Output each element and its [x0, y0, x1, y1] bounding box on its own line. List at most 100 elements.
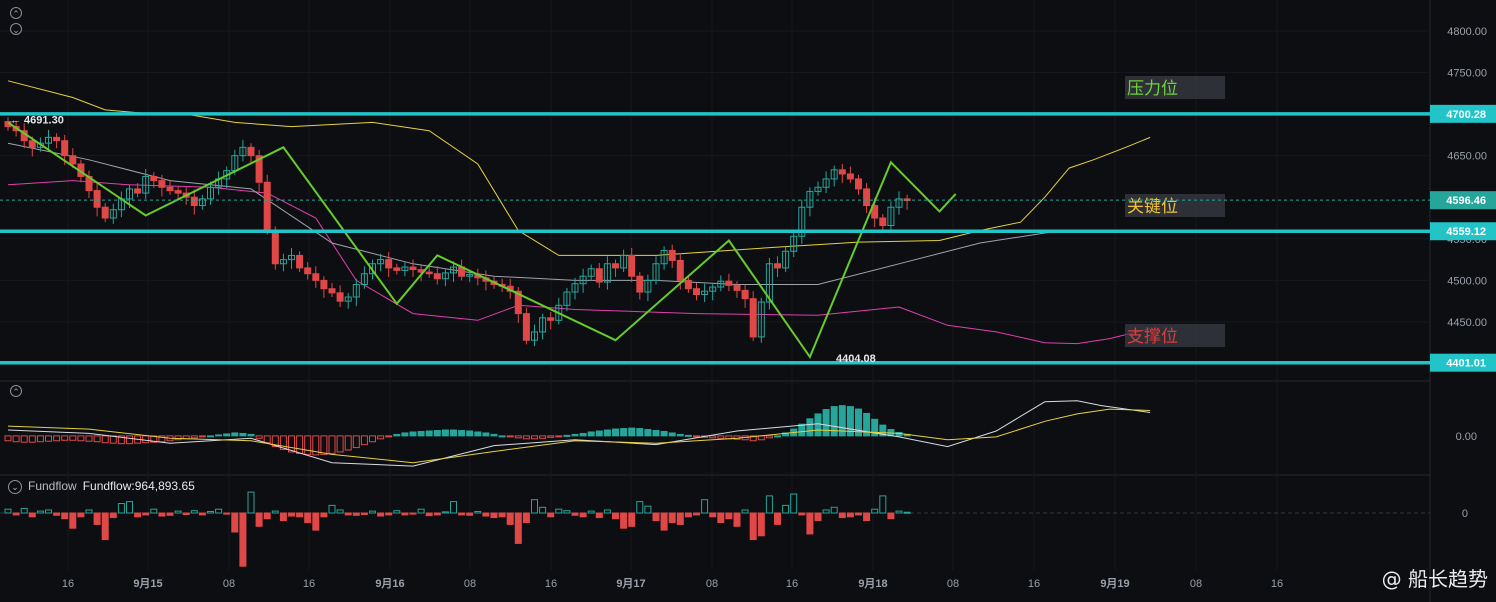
candle	[304, 267, 312, 275]
fundflow-bar	[279, 512, 287, 522]
fundflow-bar	[142, 512, 150, 516]
x-tick-label: 9月19	[1100, 577, 1129, 590]
y-tick-label: 4750.00	[1447, 68, 1487, 80]
fundflow-bar	[247, 491, 255, 514]
macd-bar	[239, 432, 247, 437]
macd-bar	[612, 428, 619, 437]
fundflow-bar	[360, 512, 368, 516]
fundflow-bar	[522, 512, 530, 523]
fundflow-bar	[466, 512, 474, 516]
fundflow-bar	[320, 512, 328, 518]
level-price-tag	[1430, 353, 1496, 372]
fundflow-bar	[741, 509, 749, 514]
fundflow-bar	[182, 512, 190, 516]
fundflow-bar	[855, 512, 862, 516]
candle	[142, 175, 150, 194]
macd-bar	[288, 435, 295, 453]
candle	[531, 331, 538, 341]
macd-bar	[774, 435, 781, 438]
fundflow-bar	[830, 506, 838, 514]
fundflow-bar	[863, 512, 871, 522]
fundflow-bar	[231, 512, 239, 533]
candle	[895, 198, 903, 208]
candle	[774, 263, 781, 269]
macd-bar	[393, 433, 401, 437]
fundflow-bar	[482, 512, 490, 517]
macd-bar	[425, 430, 433, 437]
x-tick-label: 9月17	[616, 577, 645, 590]
fundflow-bar	[223, 512, 231, 515]
fundflow-bar	[417, 508, 425, 514]
candle	[757, 301, 765, 338]
macd-dif-line	[7, 400, 1151, 467]
fundflow-bar	[207, 510, 214, 514]
macd-bar	[531, 435, 538, 440]
fundflow-bar	[628, 512, 636, 527]
x-tick-label: 08	[464, 578, 476, 590]
fundflow-bar	[563, 510, 571, 514]
macd-bar	[579, 432, 587, 437]
fundflow-bar	[263, 512, 271, 520]
macd-bar	[198, 435, 206, 438]
macd-bar	[28, 435, 36, 443]
fundflow-bar	[814, 512, 822, 522]
x-tick-label: 16	[1271, 578, 1283, 590]
fundflow-bar	[53, 512, 61, 516]
candle	[644, 279, 652, 293]
macd-bar	[441, 429, 449, 437]
macd-bar	[684, 434, 692, 437]
chevron-down-icon[interactable]: ⌄	[8, 480, 22, 494]
candle	[247, 146, 255, 157]
fundflow-bar	[433, 512, 441, 516]
collapse-up-icon[interactable]: ⌃	[10, 7, 22, 19]
macd-bar	[320, 435, 328, 455]
fundflow-bar	[158, 512, 166, 517]
macd-bar	[271, 435, 279, 448]
fundflow-value: Fundflow:964,893.65	[82, 479, 195, 493]
macd-zero-label: 0.00	[1456, 431, 1477, 443]
collapse-down-icon[interactable]: ⌄	[10, 23, 22, 35]
zone-label-box	[1125, 76, 1225, 99]
fundflow-bar	[733, 512, 741, 527]
macd-bar	[547, 435, 555, 438]
macd-bar	[344, 435, 352, 451]
candle	[174, 190, 182, 194]
fundflow-bar	[441, 511, 449, 514]
x-tick-label: 16	[545, 578, 557, 590]
macd-bar	[360, 435, 368, 446]
level-price-tag	[1430, 222, 1496, 241]
fundflow-bar	[393, 510, 401, 514]
macd-bar	[676, 433, 684, 437]
fundflow-bar	[903, 511, 911, 514]
zone-label: 关键位	[1127, 197, 1178, 217]
fundflow-bar	[36, 510, 44, 514]
candle	[595, 268, 603, 283]
macd-bar	[644, 429, 652, 437]
x-tick-label: 16	[303, 578, 315, 590]
fundflow-bar	[117, 503, 125, 514]
macd-bar	[498, 435, 506, 438]
candle	[684, 279, 692, 290]
fundflow-bar	[603, 509, 611, 514]
x-tick-label: 08	[947, 578, 959, 590]
zone-label-box	[1125, 324, 1225, 347]
macd-bar	[660, 430, 668, 437]
candle	[709, 286, 717, 292]
candle	[61, 140, 69, 157]
candle	[409, 266, 417, 271]
macd-bar	[296, 435, 304, 454]
macd-collapse-icon[interactable]: ⌃	[10, 385, 22, 397]
candle	[806, 190, 814, 208]
candle	[579, 275, 587, 285]
candle	[134, 188, 142, 194]
macd-bar	[255, 435, 263, 439]
fundflow-bar	[571, 512, 579, 516]
candle	[701, 290, 709, 296]
candle	[320, 279, 328, 290]
macd-bar	[595, 430, 603, 437]
macd-bar	[279, 435, 287, 451]
macd-bar	[117, 435, 125, 445]
level-price-label: 4559.12	[1446, 226, 1486, 238]
candle	[109, 209, 117, 219]
